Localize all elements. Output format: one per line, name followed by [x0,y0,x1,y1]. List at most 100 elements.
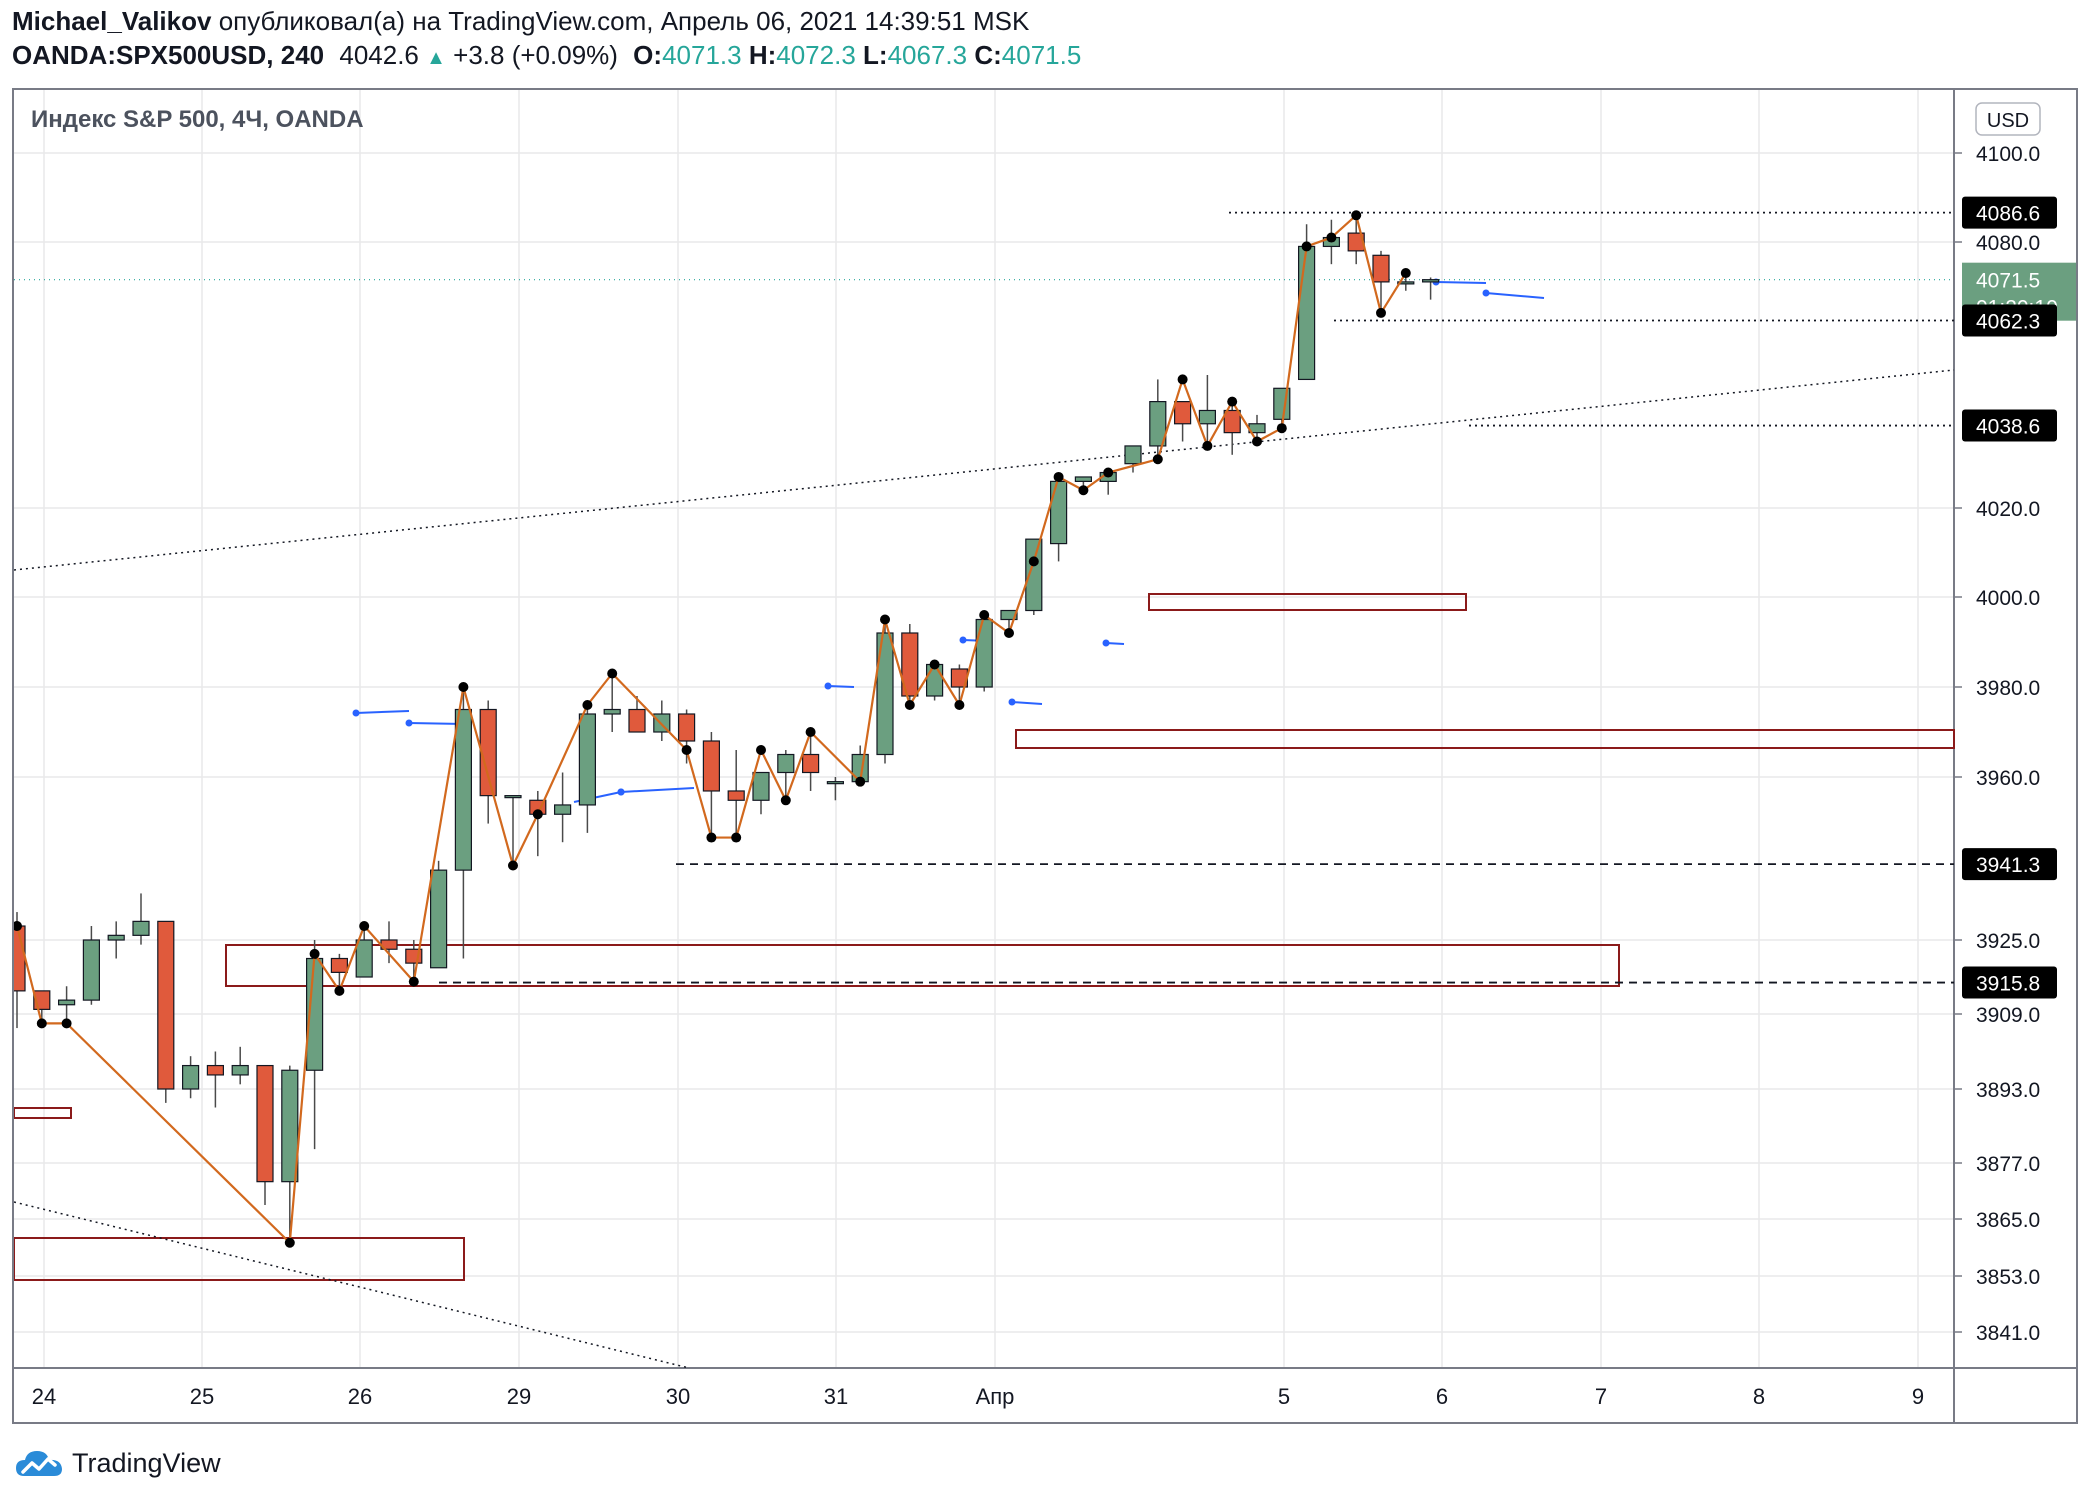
candle-body-4 [107,934,125,941]
high-value: 4072.3 [776,40,856,70]
candle-body-7 [182,1064,200,1090]
pivot-dot-24 [979,610,990,620]
candle-body-46 [1149,401,1167,447]
zone-rect-3 [1015,729,1955,749]
candle-body-54 [1347,232,1365,252]
blue-dot-5 [1008,698,1016,706]
y-tick-label-3: 4000.0 [1976,587,2040,610]
candle-body-23 [578,713,597,806]
open-value: 4071.3 [662,40,742,70]
y-tick-label-4: 3980.0 [1976,677,2040,700]
price-tag-2 [1962,304,2057,337]
candle-body-41 [1025,538,1043,612]
pivot-dot-30 [1152,454,1163,465]
y-tick-label-2: 4020.0 [1976,498,2040,521]
y-tick-label-9: 3877.0 [1976,1153,2040,1176]
x-tick-label-10: 8 [1753,1384,1765,1409]
pivot-dot-19 [855,776,866,787]
candle-body-13 [330,957,348,973]
y-tick-label-10: 3865.0 [1976,1209,2040,1232]
blue-line-7 [1485,292,1545,299]
trendline-lower [14,1201,690,1369]
y-tick-label-7: 3909.0 [1976,1004,2040,1027]
pivot-dot-22 [929,659,940,670]
pivot-dot-32 [1202,440,1213,451]
price-tag-label-4: 3941.3 [1976,854,2040,877]
x-tick-label-7: 5 [1278,1384,1290,1409]
x-tick-label-4: 30 [666,1384,690,1409]
x-tick-label-5: 31 [824,1384,848,1409]
pivot-dot-17 [780,795,791,806]
candle-body-17 [430,869,448,969]
x-tick-label-6: Апр [976,1384,1015,1409]
candlestick-chart[interactable]: Индекс S&P 500, 4Ч, OANDA USD 4100.0 4080.0… [14,90,2076,1422]
candle-body-33 [826,781,845,785]
candle-body-9 [231,1064,249,1076]
candle-body-27 [677,713,696,742]
candle-body-48 [1198,409,1217,425]
zone-rect-4 [1148,593,1467,611]
low-label: L: [863,40,888,70]
pivot-dot-10 [532,809,543,820]
pivot-dot-8 [458,682,469,692]
pivot-dot-31 [1177,374,1188,385]
pivot-dot-23 [954,700,965,710]
pivot-dot-14 [706,832,717,843]
pivot-dot-13 [681,745,692,755]
close-label: C: [974,40,1002,70]
pivot-dot-4 [309,948,320,959]
blue-line-6 [1435,281,1487,284]
blue-dot-4 [959,636,967,644]
symbol-info: OANDA:SPX500USD, 240 4042.6 ▲ +3.8 (+0.0… [12,40,1081,71]
x-tick-label-3: 29 [507,1384,531,1409]
pivot-dot-2 [61,1018,72,1029]
candle-body-19 [479,708,497,797]
tradingview-logo[interactable]: TradingView [14,1446,221,1480]
blue-line-0 [355,710,410,714]
zone-rect-0 [14,1107,72,1119]
pivot-dot-11 [582,700,593,710]
y-tick-label-5: 3960.0 [1976,767,2040,790]
y-tick-label-12: 3841.0 [1976,1322,2040,1345]
x-tick-label-8: 6 [1436,1384,1448,1409]
blue-dot-9 [1102,639,1110,647]
price-tag-label-0: 4086.6 [1976,203,2040,226]
x-tick-label-2: 26 [348,1384,372,1409]
last-price: 4042.6 [339,40,419,70]
author-name[interactable]: Michael_Valikov [12,6,212,36]
pivot-dot-3 [284,1237,295,1248]
candle-body-24 [603,708,621,715]
candle-body-3 [82,939,101,1001]
open-label: O: [633,40,663,70]
currency-label: USD [1987,110,2029,132]
candle-body-45 [1124,445,1142,465]
symbol-name: OANDA:SPX500USD, 240 [12,40,325,70]
published-text: опубликовал(а) на TradingView.com, Апрел… [218,6,1030,36]
candle-body-31 [777,753,795,774]
pivot-dot-12 [607,668,618,679]
pivot-dot-26 [1028,556,1039,567]
y-tick-label-6: 3925.0 [1976,930,2040,953]
pivot-dot-18 [805,727,816,737]
candle-body-47 [1173,401,1192,425]
blue-dot-8 [824,682,832,690]
y-tick-label-8: 3893.0 [1976,1079,2040,1102]
pivot-dot-20 [880,614,890,625]
price-tag-label-5: 3915.8 [1976,973,2040,996]
pivot-dot-28 [1078,485,1089,496]
chart-title: Индекс S&P 500, 4Ч, OANDA [31,106,364,133]
x-tick-label-9: 7 [1595,1384,1607,1409]
pivot-dot-33 [1227,396,1238,407]
candle-body-42 [1049,480,1068,545]
pivot-dot-27 [1053,471,1064,482]
chart-frame[interactable]: Индекс S&P 500, 4Ч, OANDA USD 4100.0 4080.0… [12,88,2078,1424]
pivot-dot-37 [1326,232,1337,243]
currency-button[interactable] [1975,102,2041,136]
candle-body-55 [1372,254,1390,283]
pivot-dot-16 [756,745,766,755]
trendline-upper [14,369,1955,571]
candle-body-49 [1223,409,1241,434]
zone-rect-1 [14,1237,465,1281]
cloud-logo-icon [16,1451,62,1476]
x-tick-label-1: 25 [190,1384,214,1409]
